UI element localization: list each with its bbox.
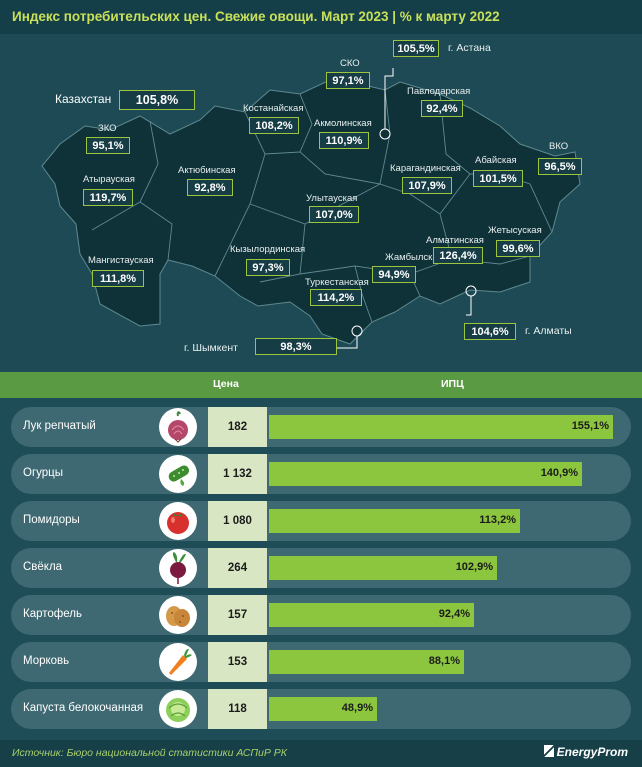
- city-value: 105,5%: [393, 40, 439, 57]
- footer: Источник: Бюро национальной статистики А…: [0, 740, 642, 767]
- region-value: 92,4%: [421, 100, 463, 117]
- region-value: 126,4%: [433, 247, 483, 264]
- cpi-value-label: 92,4%: [438, 608, 470, 620]
- vegetable-name: Морковь: [23, 655, 70, 667]
- region-value: 119,7%: [83, 189, 133, 206]
- region-label: Туркестанская: [305, 277, 369, 288]
- potato-icon: [159, 596, 197, 634]
- region-value: 94,9%: [372, 266, 416, 283]
- vegetable-name: Свёкла: [23, 561, 63, 573]
- price-value: 1 132: [208, 454, 267, 494]
- source-note: Источник: Бюро национальной статистики А…: [12, 747, 287, 759]
- table-row: Картофель 157 92,4%: [11, 595, 631, 635]
- table-row: Свёкла 264 102,9%: [11, 548, 631, 588]
- cpi-bar: 155,1%: [269, 415, 613, 439]
- region-label: Карагандинская: [390, 163, 461, 174]
- cpi-bar: 140,9%: [269, 462, 582, 486]
- city-label: г. Астана: [448, 42, 491, 54]
- cpi-bar: 92,4%: [269, 603, 474, 627]
- country-label: Казахстан: [55, 92, 112, 106]
- region-label: ЗКО: [98, 123, 117, 134]
- vegetable-name: Огурцы: [23, 467, 64, 479]
- table-row: Лук репчатый 182 155,1%: [11, 407, 631, 447]
- region-value: 97,3%: [246, 259, 290, 276]
- cpi-bar: 113,2%: [269, 509, 520, 533]
- price-header: Цена: [213, 378, 239, 390]
- carrot-icon: [159, 643, 197, 681]
- region-label: ВКО: [549, 141, 569, 152]
- region-value: 99,6%: [496, 240, 540, 257]
- region-label: Улытауская: [306, 193, 358, 204]
- almaty-marker: [465, 285, 477, 297]
- region-label: Мангистауская: [88, 255, 154, 266]
- page-title: Индекс потребительских цен. Свежие овощи…: [12, 9, 500, 24]
- region-value: 110,9%: [319, 132, 369, 149]
- region-value: 108,2%: [249, 117, 299, 134]
- kazakhstan-map: Казахстан 105,8% ЗКО 95,1% Атырауская 11…: [0, 34, 642, 370]
- region-label: СКО: [340, 58, 360, 69]
- city-value: 98,3%: [255, 338, 337, 355]
- cucumber-icon: [159, 455, 197, 493]
- cpi-bar: 88,1%: [269, 650, 464, 674]
- region-value: 107,9%: [402, 177, 452, 194]
- onion-icon: [159, 408, 197, 446]
- region-label: Акмолинская: [314, 118, 372, 129]
- region-value: 101,5%: [473, 170, 523, 187]
- price-value: 1 080: [208, 501, 267, 541]
- cpi-value-label: 88,1%: [428, 655, 460, 667]
- region-value: 111,8%: [92, 270, 144, 287]
- brand-logo: EnergyProm: [543, 745, 628, 759]
- tomato-icon: [159, 502, 197, 540]
- vegetable-name: Капуста белокочанная: [23, 702, 144, 714]
- cpi-header: ИПЦ: [441, 378, 464, 390]
- city-label: г. Шымкент: [184, 342, 238, 354]
- city-label: г. Алматы: [525, 325, 572, 337]
- table-row: Огурцы 1 132 140,9%: [11, 454, 631, 494]
- country-value: 105,8%: [119, 90, 195, 110]
- cpi-value-label: 48,9%: [341, 702, 373, 714]
- region-value: 92,8%: [187, 179, 233, 196]
- cpi-value-label: 155,1%: [571, 420, 609, 432]
- region-value: 107,0%: [309, 206, 359, 223]
- region-label: Костанайская: [243, 103, 304, 114]
- city-value: 104,6%: [464, 323, 516, 340]
- header: Индекс потребительских цен. Свежие овощи…: [0, 0, 642, 34]
- region-label: Жетысуская: [488, 225, 542, 236]
- cpi-value-label: 140,9%: [540, 467, 578, 479]
- cpi-bar: 48,9%: [269, 697, 377, 721]
- cpi-value-label: 102,9%: [455, 561, 493, 573]
- brand-name: EnergyProm: [556, 745, 628, 759]
- table-row: Морковь 153 88,1%: [11, 642, 631, 682]
- region-label: Абайская: [475, 155, 517, 166]
- price-value: 264: [208, 548, 267, 588]
- region-label: Кызылординская: [230, 244, 306, 255]
- shymkent-marker: [351, 325, 363, 337]
- vegetable-name: Помидоры: [23, 514, 80, 526]
- region-value: 95,1%: [86, 137, 130, 154]
- price-value: 157: [208, 595, 267, 635]
- region-value: 114,2%: [310, 289, 362, 306]
- region-label: Актюбинская: [178, 165, 236, 176]
- region-label: Жамбылская: [385, 252, 443, 263]
- cpi-bar: 102,9%: [269, 556, 497, 580]
- beet-icon: [159, 549, 197, 587]
- city-markers: [337, 68, 477, 349]
- vegetable-name: Лук репчатый: [23, 420, 96, 432]
- region-value: 97,1%: [326, 72, 370, 89]
- table-row: Капуста белокочанная 118 48,9%: [11, 689, 631, 729]
- cabbage-icon: [159, 690, 197, 728]
- table-header: Цена ИПЦ: [0, 372, 642, 398]
- price-value: 182: [208, 407, 267, 447]
- price-value: 153: [208, 642, 267, 682]
- table-row: Помидоры 1 080 113,2%: [11, 501, 631, 541]
- vegetable-name: Картофель: [23, 608, 82, 620]
- region-label: Павлодарская: [407, 86, 471, 97]
- region-label: Алматинская: [426, 235, 484, 246]
- price-value: 118: [208, 689, 267, 729]
- cpi-value-label: 113,2%: [479, 514, 516, 526]
- region-label: Атырауская: [83, 174, 135, 185]
- energyprom-logo-icon: [543, 745, 554, 757]
- astana-marker: [379, 128, 391, 140]
- region-value: 96,5%: [538, 158, 582, 175]
